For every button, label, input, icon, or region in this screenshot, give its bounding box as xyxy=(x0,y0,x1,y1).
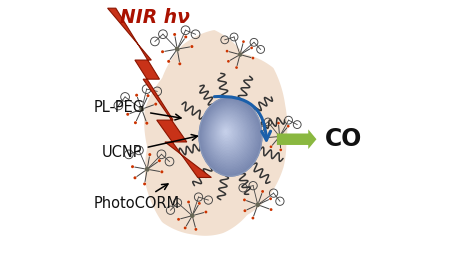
Circle shape xyxy=(194,228,197,231)
FancyArrowPatch shape xyxy=(214,96,270,140)
Ellipse shape xyxy=(203,103,256,169)
Circle shape xyxy=(292,134,294,137)
Ellipse shape xyxy=(202,100,258,172)
Ellipse shape xyxy=(215,118,240,149)
Circle shape xyxy=(227,60,230,63)
Circle shape xyxy=(131,165,134,168)
Circle shape xyxy=(204,210,207,213)
Circle shape xyxy=(269,197,272,200)
Circle shape xyxy=(226,50,229,52)
Ellipse shape xyxy=(209,110,248,160)
Text: CO: CO xyxy=(324,127,362,151)
Ellipse shape xyxy=(212,114,244,154)
Ellipse shape xyxy=(208,108,250,161)
Circle shape xyxy=(261,190,264,193)
Ellipse shape xyxy=(211,112,246,157)
Polygon shape xyxy=(108,8,212,177)
Circle shape xyxy=(177,218,180,221)
Ellipse shape xyxy=(205,105,253,166)
Circle shape xyxy=(187,201,190,203)
Circle shape xyxy=(134,176,136,179)
Ellipse shape xyxy=(213,115,243,152)
Circle shape xyxy=(173,33,176,36)
Ellipse shape xyxy=(212,113,245,155)
Ellipse shape xyxy=(202,102,257,170)
Circle shape xyxy=(184,35,187,38)
Circle shape xyxy=(243,209,246,212)
Circle shape xyxy=(277,134,282,139)
Circle shape xyxy=(265,136,268,139)
Ellipse shape xyxy=(207,107,251,163)
Ellipse shape xyxy=(219,123,234,142)
Circle shape xyxy=(238,52,242,57)
Ellipse shape xyxy=(200,98,261,175)
Ellipse shape xyxy=(218,121,236,145)
Circle shape xyxy=(252,57,254,60)
Circle shape xyxy=(161,50,164,53)
Circle shape xyxy=(143,182,146,185)
Circle shape xyxy=(242,40,245,43)
Ellipse shape xyxy=(221,126,232,139)
Circle shape xyxy=(126,113,129,116)
FancyArrow shape xyxy=(277,129,316,149)
Circle shape xyxy=(145,122,148,125)
Circle shape xyxy=(190,213,195,218)
Circle shape xyxy=(184,227,187,229)
Polygon shape xyxy=(144,30,288,236)
Ellipse shape xyxy=(206,106,252,164)
Circle shape xyxy=(252,217,254,219)
Circle shape xyxy=(175,47,180,52)
Circle shape xyxy=(147,94,149,97)
Circle shape xyxy=(154,103,157,106)
Circle shape xyxy=(235,66,238,69)
Ellipse shape xyxy=(223,128,229,136)
Circle shape xyxy=(198,202,201,205)
Ellipse shape xyxy=(225,130,227,133)
Circle shape xyxy=(158,159,161,162)
Ellipse shape xyxy=(199,97,262,176)
Ellipse shape xyxy=(224,129,228,135)
Circle shape xyxy=(250,47,253,49)
Circle shape xyxy=(287,125,289,127)
Circle shape xyxy=(178,62,181,65)
Ellipse shape xyxy=(220,125,233,141)
Circle shape xyxy=(277,122,280,124)
Text: UCNP: UCNP xyxy=(102,135,198,160)
Ellipse shape xyxy=(216,119,239,148)
Ellipse shape xyxy=(201,99,260,173)
Circle shape xyxy=(270,208,273,211)
Circle shape xyxy=(134,121,137,124)
Circle shape xyxy=(139,107,144,112)
Circle shape xyxy=(135,94,138,97)
Ellipse shape xyxy=(204,104,255,167)
Ellipse shape xyxy=(219,122,235,143)
Circle shape xyxy=(148,153,151,156)
Circle shape xyxy=(144,167,150,172)
Text: PhotoCORM: PhotoCORM xyxy=(94,184,180,211)
Circle shape xyxy=(255,202,260,207)
Circle shape xyxy=(279,149,282,151)
Circle shape xyxy=(243,198,246,201)
Circle shape xyxy=(167,60,170,63)
Circle shape xyxy=(190,45,194,48)
Ellipse shape xyxy=(217,120,238,146)
Ellipse shape xyxy=(222,127,230,138)
Circle shape xyxy=(160,170,163,173)
Ellipse shape xyxy=(214,117,241,151)
Circle shape xyxy=(270,146,272,148)
Text: PL-PEG: PL-PEG xyxy=(94,100,181,120)
Ellipse shape xyxy=(210,111,248,158)
Text: NIR hν: NIR hν xyxy=(121,8,190,27)
